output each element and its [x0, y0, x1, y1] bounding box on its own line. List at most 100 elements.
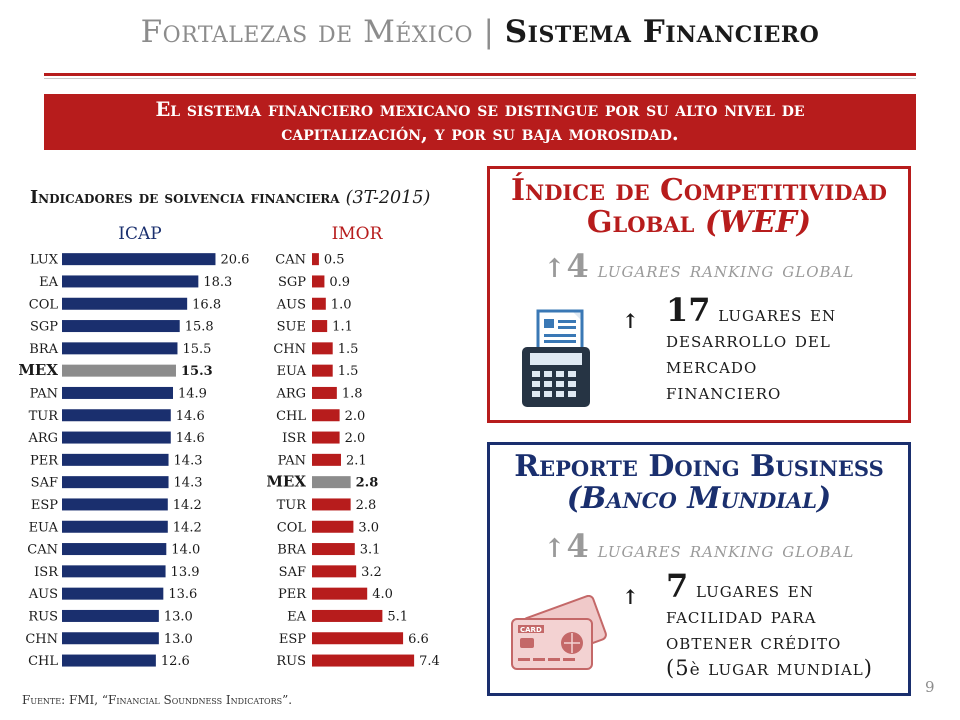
imor-value-label: 2.1 — [346, 453, 367, 468]
db-detail-rank-open: (5 — [666, 656, 690, 680]
imor-value-label: 2.8 — [356, 498, 377, 513]
icap-value-label: 12.6 — [161, 654, 190, 669]
imor-value-label: 1.1 — [332, 320, 353, 335]
icap-category-label: PAN — [30, 386, 58, 401]
solvency-charts: ICAP LUX 20.6 EA 18.3 COL 16.8 SGP 15.8 BRA 15.5 ME… — [18, 224, 440, 669]
imor-value-label: 3.1 — [360, 543, 381, 558]
imor-value-label: 6.6 — [408, 632, 429, 647]
icap-value-label: 18.3 — [203, 275, 232, 290]
arrow-up-icon: ↑ — [543, 254, 567, 284]
icap-category-label: ISR — [34, 565, 59, 580]
icap-value-label: 14.2 — [173, 498, 202, 513]
imor-value-label: 3.0 — [358, 520, 379, 535]
icap-bar — [62, 275, 199, 288]
imor-value-label: 1.5 — [338, 364, 359, 379]
db-title-line-1: Reporte Doing Business — [514, 449, 884, 484]
icap-value-label: 15.8 — [185, 320, 214, 335]
icap-value-label: 14.2 — [173, 520, 202, 535]
db-title-source: (Banco Mundial) — [566, 481, 832, 516]
imor-value-label: 4.0 — [372, 587, 393, 602]
imor-category-label: PER — [278, 587, 307, 602]
imor-category-label: CHL — [276, 409, 306, 424]
db-detail-rank-close: lugar mundial) — [700, 656, 873, 680]
wef-rank-text: lugares ranking global — [597, 258, 855, 283]
icap-category-label: TUR — [29, 409, 60, 424]
wef-detail-text: 17 lugares en desarrollo del mercado fin… — [666, 294, 836, 405]
imor-category-label: EA — [287, 609, 306, 624]
imor-category-label: ISR — [282, 431, 307, 446]
wef-detail-line-2: desarrollo del — [666, 328, 831, 352]
imor-value-label: 5.1 — [387, 609, 408, 624]
wef-detail-line-3: mercado — [666, 354, 758, 378]
credit-card-icon: CARD — [511, 595, 607, 670]
db-detail-line-3: obtener crédito — [666, 630, 842, 654]
imor-category-label: CAN — [275, 253, 306, 268]
page-number: 9 — [925, 678, 935, 696]
imor-bar — [312, 587, 368, 600]
imor-category-label: RUS — [276, 654, 306, 669]
imor-bar — [312, 409, 340, 422]
imor-category-label: COL — [277, 520, 307, 535]
imor-value-label: 2.8 — [356, 476, 379, 491]
icap-category-label: EUA — [29, 520, 59, 535]
icap-category-label: MEX — [18, 361, 58, 379]
icap-bar — [62, 364, 176, 377]
icap-value-label: 14.6 — [176, 431, 205, 446]
icap-category-label: SGP — [30, 320, 58, 335]
icap-category-label: CHN — [25, 632, 58, 647]
db-detail-line-2: facilidad para — [666, 604, 817, 628]
db-panel-title: Reporte Doing Business (Banco Mundial) — [490, 451, 908, 515]
imor-category-label: PAN — [278, 453, 306, 468]
imor-bar — [312, 275, 325, 288]
imor-value-label: 7.4 — [419, 654, 440, 669]
db-detail-text: 7 lugares en facilidad para obtener créd… — [666, 570, 873, 683]
db-detail-line-4: (5è lugar mundial) — [666, 655, 873, 683]
icap-bar — [62, 297, 188, 310]
imor-bar — [312, 476, 351, 489]
arrow-up-icon: ↑ — [622, 585, 639, 609]
icap-category-label: CAN — [27, 543, 58, 558]
title-left: Fortalezas de México — [140, 14, 474, 50]
icap-category-label: ARG — [27, 431, 58, 446]
imor-category-label: MEX — [266, 473, 306, 491]
imor-value-label: 2.0 — [345, 409, 366, 424]
card-label: CARD — [520, 626, 542, 634]
icap-category-label: COL — [29, 297, 59, 312]
imor-bar — [312, 520, 354, 533]
icap-category-label: LUX — [30, 253, 59, 268]
wef-detail-line-4: financiero — [666, 380, 782, 404]
imor-bar — [312, 342, 333, 355]
imor-category-label: SUE — [277, 320, 306, 335]
imor-bar — [312, 632, 404, 645]
icap-category-label: CHL — [28, 654, 58, 669]
icap-value-label: 16.8 — [192, 297, 221, 312]
imor-bar — [312, 297, 326, 310]
icap-value-label: 20.6 — [220, 253, 249, 268]
icap-bar — [62, 431, 171, 444]
title-divider-thin — [44, 78, 916, 79]
source-note: Fuente: FMI, “Financial Soundness Indica… — [22, 693, 293, 707]
chart-subtitle: Indicadores de solvencia financiera (3T-… — [30, 188, 430, 208]
imor-bar — [312, 498, 351, 511]
icap-category-label: AUS — [28, 587, 58, 602]
icap-value-label: 14.6 — [176, 409, 205, 424]
icap-value-label: 15.5 — [182, 342, 211, 357]
wef-title-line-1: Índice de Competitividad — [510, 173, 888, 208]
wef-title-abbr: (WEF) — [704, 205, 812, 240]
imor-value-label: 1.0 — [331, 297, 352, 312]
wef-rank-row: ↑4 lugares ranking global — [490, 247, 908, 285]
db-detail-line-1: 7 lugares en — [666, 570, 873, 603]
imor-chart-title: IMOR — [332, 224, 384, 244]
db-rank-row: ↑4 lugares ranking global — [490, 527, 908, 565]
wef-panel: Índice de Competitividad Global (WEF) ↑4… — [487, 166, 911, 423]
icap-category-label: ESP — [31, 498, 58, 513]
page-title: Fortalezas de México | Sistema Financier… — [0, 14, 960, 50]
icap-category-label: RUS — [28, 609, 58, 624]
icap-bar — [62, 453, 169, 466]
wef-title-line-2: Global (WEF) — [490, 207, 908, 239]
wef-detail-number: 17 — [666, 291, 711, 329]
wef-rank-number: 4 — [566, 247, 590, 285]
icap-bar — [62, 632, 159, 645]
imor-category-label: ESP — [279, 632, 306, 647]
icap-bar — [62, 565, 166, 578]
